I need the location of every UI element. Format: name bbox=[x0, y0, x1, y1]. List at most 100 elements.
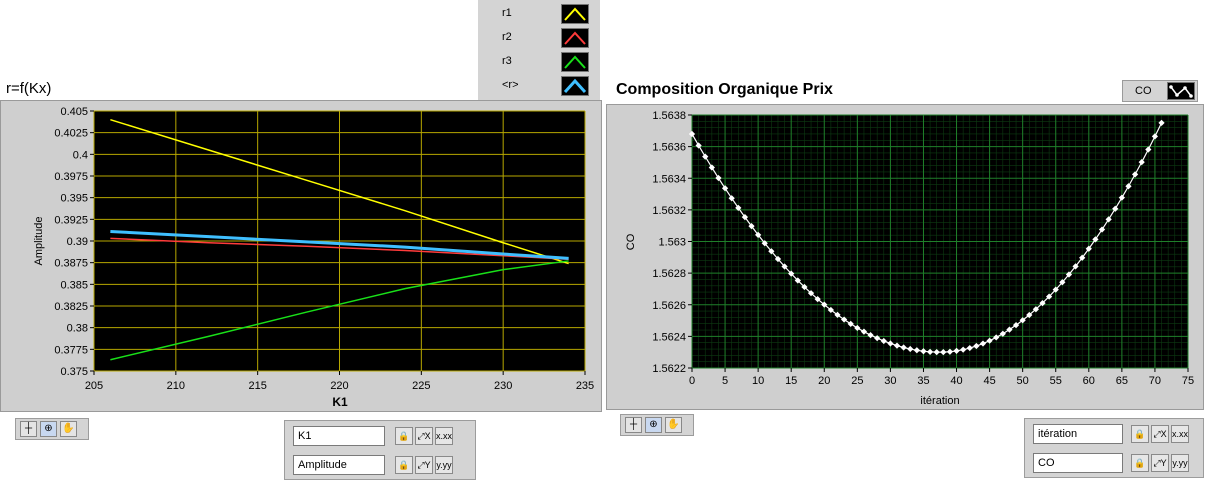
plot-legend: CO bbox=[1122, 80, 1198, 102]
legend-label: r1 bbox=[502, 7, 512, 19]
autoscale-y-icon[interactable]: ⤢Y bbox=[415, 456, 433, 474]
series-line-r1 bbox=[110, 118, 569, 265]
right-graph-frame: 0 5 10 15 20 25 30 35 40 45 50 55 60 65 70 75 1.5622 1.56… bbox=[606, 104, 1204, 410]
legend-swatch-icon[interactable] bbox=[1167, 82, 1195, 100]
data-point-marker bbox=[1065, 271, 1073, 278]
graph-tools-palette: ┼ ⊕ ✋ bbox=[15, 418, 89, 440]
lock-icon[interactable]: 🔒 bbox=[1131, 454, 1149, 472]
y-tick-label: 1.5632 bbox=[652, 205, 686, 217]
x-tick-label: 60 bbox=[1083, 375, 1095, 387]
x-tick-label: 30 bbox=[884, 375, 896, 387]
format-x-icon[interactable]: x.xx bbox=[1171, 425, 1189, 443]
x-tick-label: 15 bbox=[785, 375, 797, 387]
y-axis-label: CO bbox=[625, 233, 637, 250]
crosshair-icon[interactable]: ┼ bbox=[625, 417, 642, 433]
x-axis-name-field[interactable]: K1 bbox=[293, 426, 385, 446]
x-tick-label: 215 bbox=[248, 380, 266, 392]
y-tick-label: 0.4 bbox=[73, 149, 88, 161]
format-y-icon[interactable]: y.yy bbox=[435, 456, 453, 474]
x-tick-label: 10 bbox=[752, 375, 764, 387]
legend-item-r1[interactable]: r1 bbox=[478, 2, 600, 26]
x-tick-label: 45 bbox=[983, 375, 995, 387]
lock-icon[interactable]: 🔒 bbox=[395, 427, 413, 445]
y-tick-label: 1.5622 bbox=[652, 363, 686, 375]
format-x-icon[interactable]: x.xx bbox=[435, 427, 453, 445]
plot-legend: r1 r2 r3 <r> bbox=[478, 0, 600, 100]
autoscale-x-icon[interactable]: ⤢X bbox=[415, 427, 433, 445]
series-line-mean-rmean bbox=[110, 229, 569, 260]
zoom-icon[interactable]: ⊕ bbox=[40, 421, 57, 437]
right-chart: 0 5 10 15 20 25 30 35 40 45 50 55 60 65 70 75 1.5622 1.56… bbox=[625, 110, 1194, 407]
graph-tools-palette: ┼ ⊕ ✋ bbox=[620, 414, 694, 436]
x-tick-label: 55 bbox=[1050, 375, 1062, 387]
x-tick-label: 225 bbox=[412, 380, 430, 392]
data-point-marker bbox=[1039, 299, 1046, 307]
x-tick-label: 50 bbox=[1017, 375, 1029, 387]
y-tick-label: 0.38 bbox=[67, 323, 88, 335]
y-tick-label: 1.5634 bbox=[652, 173, 686, 185]
data-point-marker bbox=[807, 290, 815, 297]
y-axis-name-field[interactable]: CO bbox=[1033, 453, 1123, 473]
data-point-marker bbox=[1085, 245, 1092, 252]
lock-icon[interactable]: 🔒 bbox=[395, 456, 413, 474]
y-tick-label: 0.3775 bbox=[54, 344, 88, 356]
y-tick-label: 1.5636 bbox=[652, 142, 686, 154]
legend-item-r3[interactable]: r3 bbox=[478, 50, 600, 74]
x-tick-label: 75 bbox=[1182, 375, 1194, 387]
y-tick-label: 1.5628 bbox=[652, 268, 686, 280]
legend-item-r2[interactable]: r2 bbox=[478, 26, 600, 50]
x-tick-label: 65 bbox=[1116, 375, 1128, 387]
data-point-marker bbox=[1125, 183, 1132, 190]
data-point-marker bbox=[755, 231, 762, 238]
y-tick-label: 0.385 bbox=[60, 279, 88, 291]
data-point-marker bbox=[860, 328, 868, 335]
data-point-marker bbox=[1098, 226, 1106, 233]
y-axis-label: Amplitude bbox=[33, 217, 45, 266]
data-point-marker bbox=[1072, 263, 1079, 270]
y-tick-label: 0.3975 bbox=[54, 171, 88, 183]
left-chart: 205 210 215 220 225 230 235 0.375 0.3775 0.38 0.38… bbox=[33, 106, 594, 409]
legend-label: r2 bbox=[502, 31, 512, 43]
autoscale-x-icon[interactable]: ⤢X bbox=[1151, 425, 1169, 443]
legend-item-mean-r[interactable]: <r> bbox=[478, 74, 600, 98]
legend-swatch-icon[interactable] bbox=[561, 52, 589, 72]
x-tick-label: 210 bbox=[167, 380, 185, 392]
x-tick-label: 230 bbox=[494, 380, 512, 392]
x-tick-label: 5 bbox=[722, 375, 728, 387]
y-tick-label: 0.3825 bbox=[54, 301, 88, 313]
legend-label: CO bbox=[1135, 85, 1152, 97]
legend-swatch-icon[interactable] bbox=[561, 4, 589, 24]
autoscale-y-icon[interactable]: ⤢Y bbox=[1151, 454, 1169, 472]
y-axis-name-field[interactable]: Amplitude bbox=[293, 455, 385, 475]
data-point-marker bbox=[940, 349, 947, 356]
hand-icon[interactable]: ✋ bbox=[665, 417, 682, 433]
x-tick-label: 40 bbox=[950, 375, 962, 387]
y-tick-label: 0.405 bbox=[60, 106, 88, 118]
left-scale-legend: K1 🔒 ⤢X x.xx Amplitude 🔒 ⤢Y y.yy bbox=[284, 420, 476, 480]
x-tick-label: 70 bbox=[1149, 375, 1161, 387]
x-axis-name-field[interactable]: itération bbox=[1033, 424, 1123, 444]
chart-title: Composition Organique Prix bbox=[616, 81, 833, 98]
series-line-r3 bbox=[110, 260, 569, 361]
right-scale-legend: itération 🔒 ⤢X x.xx CO 🔒 ⤢Y y.yy bbox=[1024, 418, 1204, 478]
lock-icon[interactable]: 🔒 bbox=[1131, 425, 1149, 443]
legend-swatch-icon[interactable] bbox=[561, 76, 589, 96]
y-tick-label: 0.3925 bbox=[54, 214, 88, 226]
y-tick-label: 1.563 bbox=[658, 237, 686, 249]
hand-icon[interactable]: ✋ bbox=[60, 421, 77, 437]
y-tick-label: 0.4025 bbox=[54, 128, 88, 140]
y-tick-label: 0.39 bbox=[67, 236, 88, 248]
chart-title: r=f(Kx) bbox=[6, 80, 52, 97]
zoom-icon[interactable]: ⊕ bbox=[645, 417, 662, 433]
x-tick-label: 220 bbox=[330, 380, 348, 392]
y-tick-label: 0.375 bbox=[60, 366, 88, 378]
format-y-icon[interactable]: y.yy bbox=[1171, 454, 1189, 472]
data-point-marker bbox=[1052, 286, 1059, 293]
legend-label: <r> bbox=[502, 79, 519, 91]
legend-swatch-icon[interactable] bbox=[561, 28, 589, 48]
crosshair-icon[interactable]: ┼ bbox=[20, 421, 37, 437]
x-tick-label: 0 bbox=[689, 375, 695, 387]
y-tick-label: 1.5626 bbox=[652, 300, 686, 312]
x-tick-label: 25 bbox=[851, 375, 863, 387]
left-graph-frame: 205 210 215 220 225 230 235 0.375 0.3775 0.38 0.38… bbox=[0, 100, 602, 412]
